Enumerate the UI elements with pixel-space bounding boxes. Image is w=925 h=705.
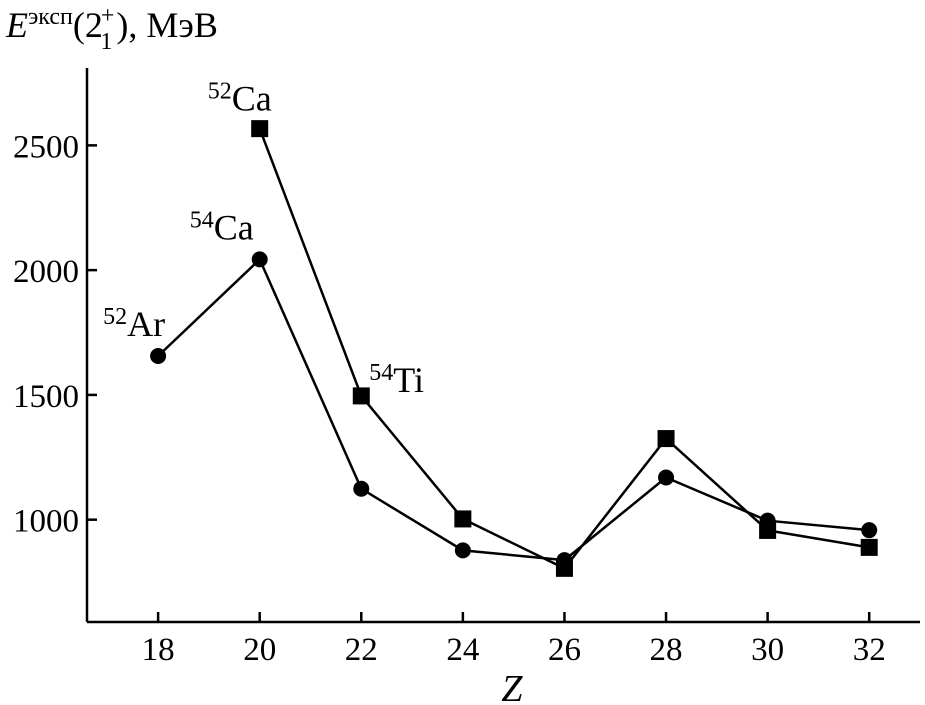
x-tick-label: 24 xyxy=(446,632,479,668)
isotope-mass-number: 52 xyxy=(208,79,232,105)
isotope-mass-number: 54 xyxy=(190,207,214,233)
circle-point xyxy=(251,251,268,268)
square-point xyxy=(759,521,777,539)
isotope-label: 52Ar xyxy=(103,304,165,344)
circle-point xyxy=(658,469,675,486)
square-point xyxy=(352,387,370,405)
x-axis-label: Z xyxy=(501,668,523,705)
square-point xyxy=(657,430,675,448)
square-point xyxy=(555,559,573,577)
isotope-label: 54Ti xyxy=(369,360,424,400)
isotope-element: Ca xyxy=(214,207,254,247)
isotope-element: Ar xyxy=(127,304,165,344)
x-tick-label: 30 xyxy=(751,632,784,668)
circle-point xyxy=(353,480,370,497)
isotope-label: 54Ca xyxy=(190,207,254,247)
x-tick-label: 26 xyxy=(548,632,581,668)
series-markers xyxy=(150,120,878,577)
square-point xyxy=(454,510,472,528)
circle-point xyxy=(861,522,878,539)
isotope-mass-number: 52 xyxy=(103,304,127,330)
circle-point xyxy=(150,347,167,364)
series-lines xyxy=(157,128,870,570)
isotope-element: Ca xyxy=(232,79,272,119)
circle-point xyxy=(454,542,471,559)
y-tick-label: 2000 xyxy=(13,254,79,290)
y-axis-label: Eэксп(2+ 1), МэВ xyxy=(5,3,218,55)
series-2-line xyxy=(258,128,870,570)
x-tick-label: 18 xyxy=(142,632,175,668)
isotope-element: Ti xyxy=(393,360,424,400)
x-tick-label: 32 xyxy=(853,632,886,668)
ticks: 1000 1500 2000 2500 18 20 22 24 26 28 30 32 xyxy=(13,129,886,668)
x-tick-label: 22 xyxy=(345,632,378,668)
y-tick-label: 2500 xyxy=(13,129,79,165)
x-tick-label: 28 xyxy=(650,632,683,668)
y-tick-label: 1500 xyxy=(13,379,79,415)
isotope-mass-number: 54 xyxy=(369,360,393,386)
y-tick-label: 1000 xyxy=(13,504,79,540)
x-tick-label: 20 xyxy=(243,632,276,668)
square-point xyxy=(251,120,269,138)
isotope-label: 52Ca xyxy=(208,79,272,119)
axes xyxy=(85,68,920,624)
square-point xyxy=(860,538,878,556)
